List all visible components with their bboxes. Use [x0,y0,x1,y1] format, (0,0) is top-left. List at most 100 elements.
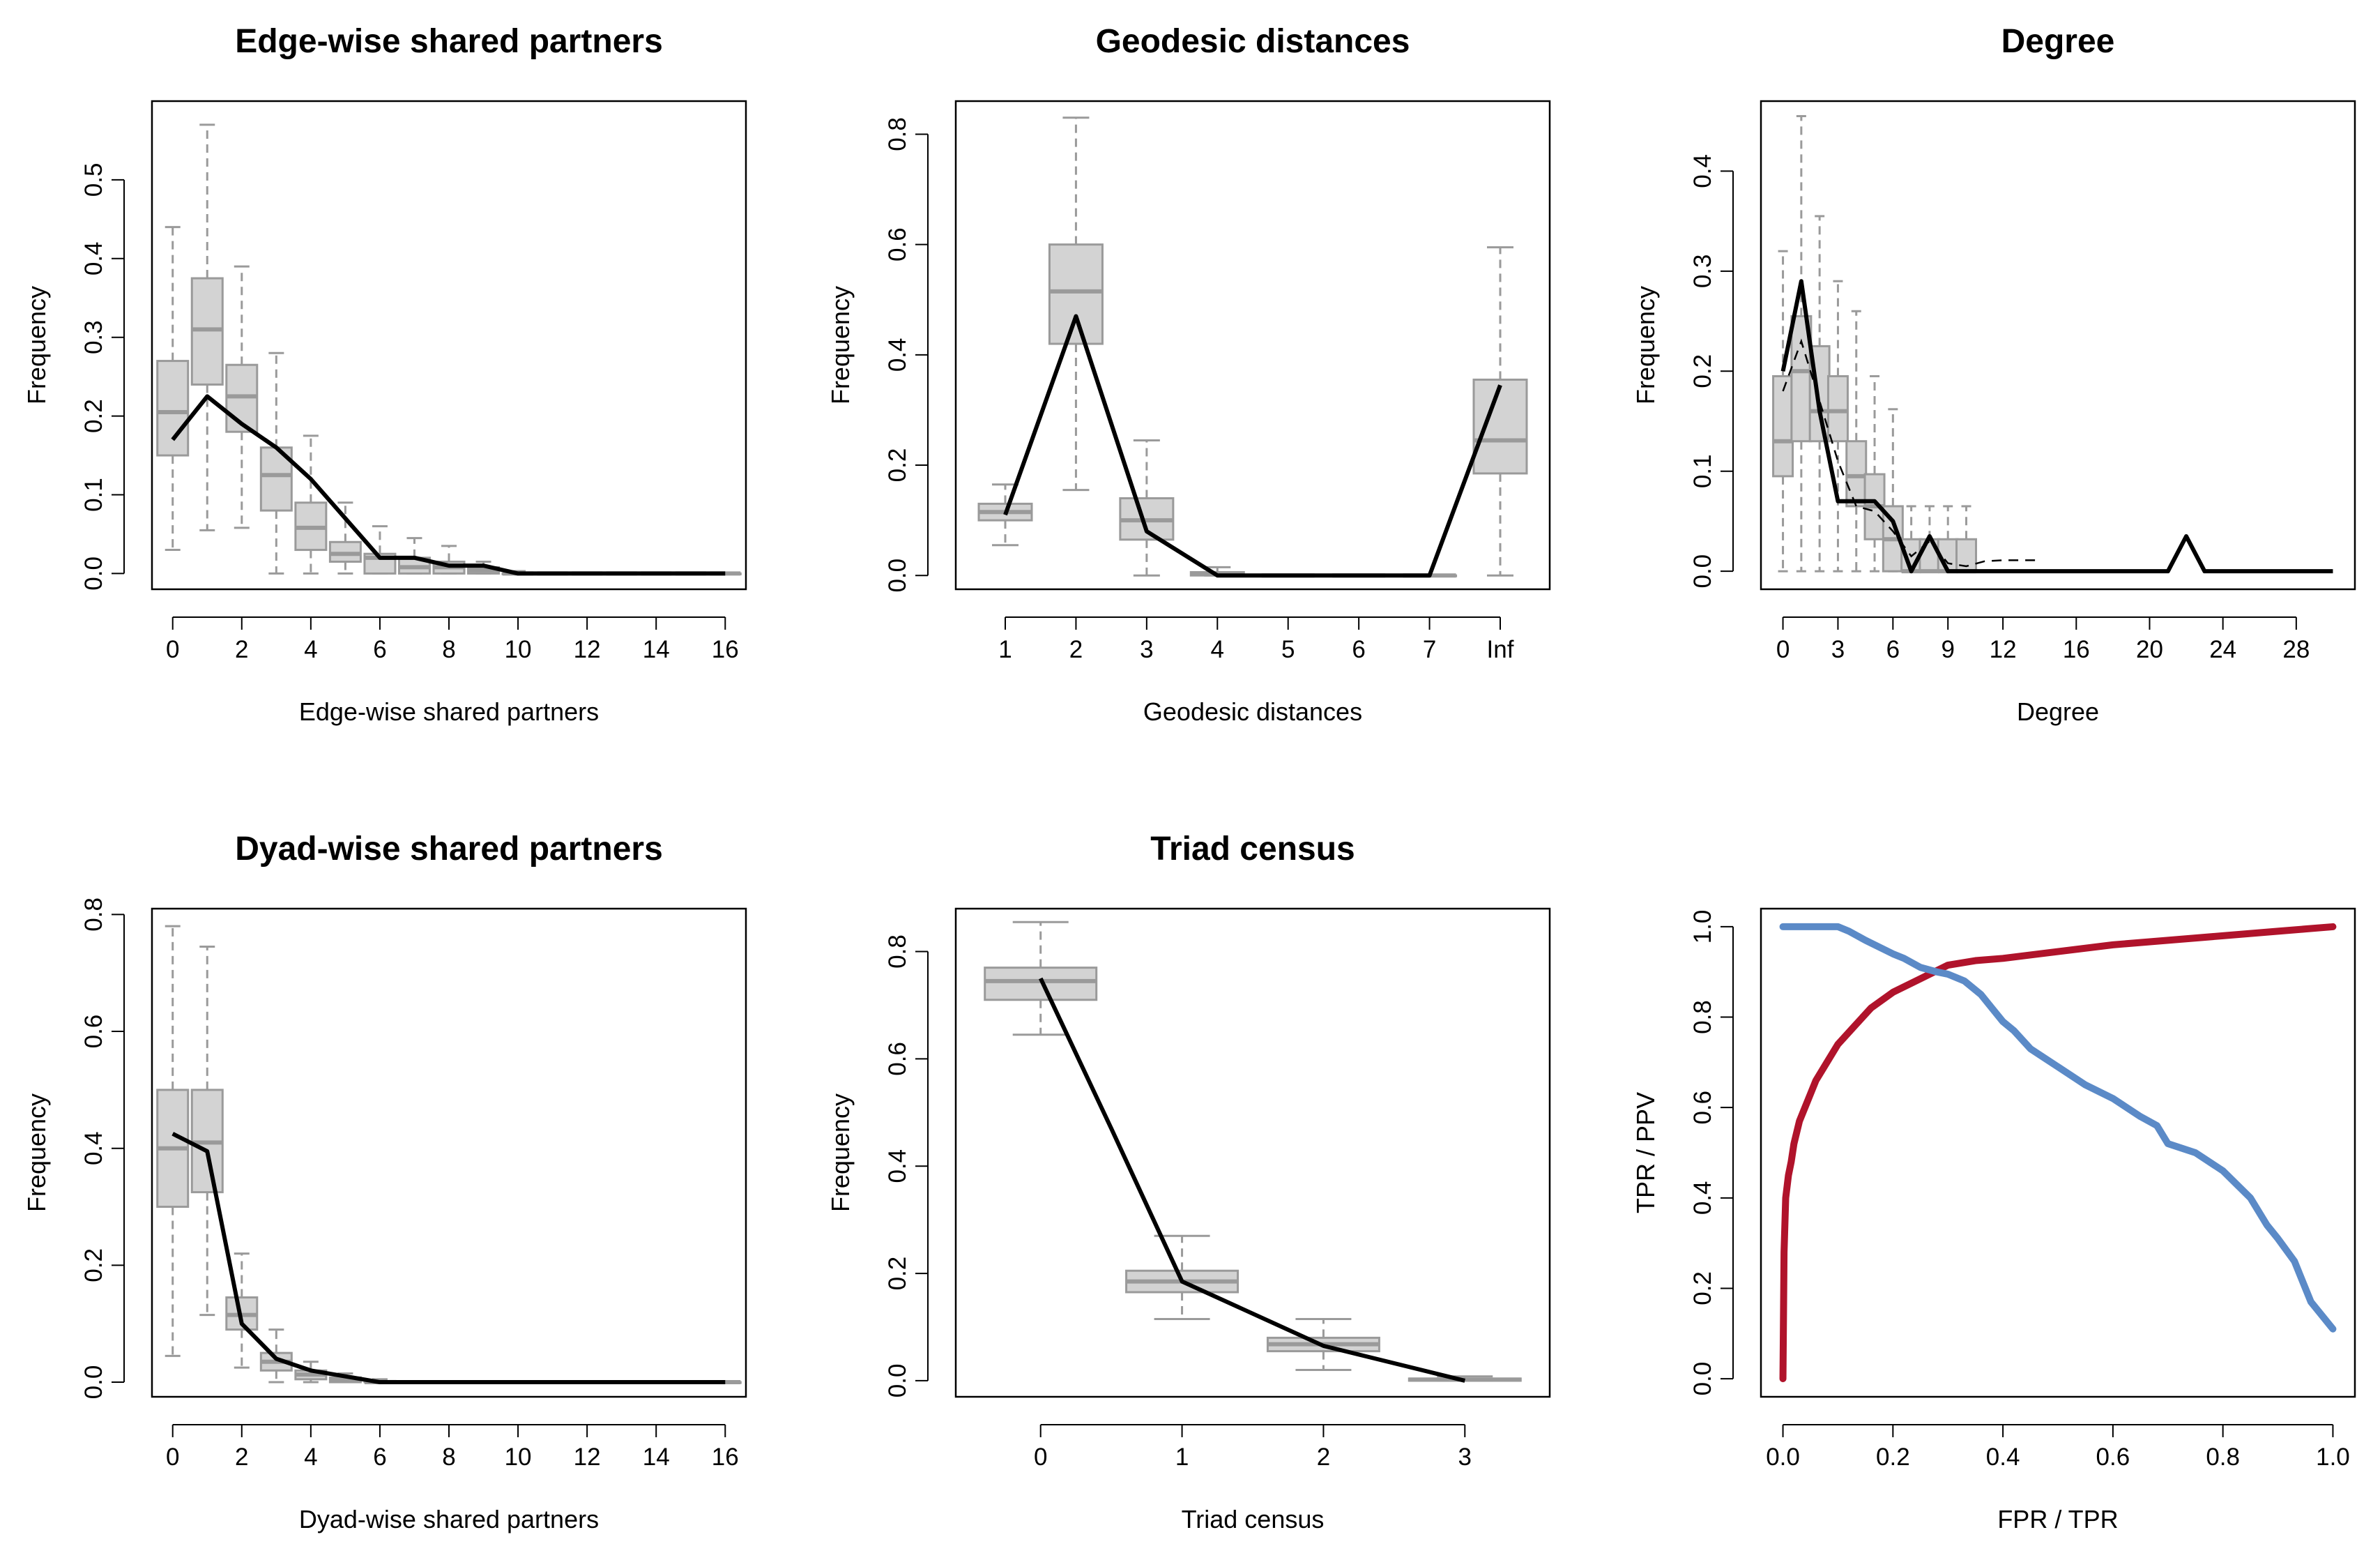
chart-title: Geodesic distances [1096,23,1410,60]
box-2 [225,265,259,529]
panel-roc: FPR / TPR TPR / PPV 0.0 0.2 0.4 0.6 0.8 1.0 0.0 0… [1631,907,2356,1533]
x-tick-label: 10 [505,636,532,663]
y-tick-label: 0.2 [1689,1271,1716,1305]
observed-line [171,394,726,576]
x-axis-label: Triad census [1182,1505,1325,1533]
y-tick-label: 0.0 [80,1365,107,1400]
x-tick-label: 24 [2209,636,2236,663]
box-8 [1472,246,1528,577]
x-tick-label: 9 [1941,636,1954,663]
x-tick-label: 0.6 [2096,1444,2130,1471]
x-tick-label: 12 [574,1444,601,1471]
x-tick-label: 0 [1034,1444,1047,1471]
y-tick-label: 0.6 [1689,1091,1716,1125]
x-tick-label: 7 [1423,636,1436,663]
x-tick-label: 2 [1069,636,1083,663]
x-tick-label: 4 [304,1444,317,1471]
iqr-box [1772,374,1794,478]
y-tick-label: 0.5 [80,163,107,197]
panel-esp: Edge-wise shared partners Edge-wise share… [22,23,747,726]
x-tick-label: 0.2 [1876,1444,1910,1471]
plot-area [1779,923,2337,1383]
y-axis-label: Frequency [22,1093,51,1212]
box-0 [156,925,190,1357]
x-axis-label: Degree [2017,697,2099,726]
iqr-box [1919,538,1941,573]
y-tick-label: 0.2 [80,399,107,433]
box-0 [1772,250,1794,573]
y-tick-label: 0.4 [80,1131,107,1165]
panel-deg: Degree Degree Frequency 0 3 6 9 12 16 20 24 28 0.0 0.… [1631,23,2356,726]
x-tick-label: 16 [2063,636,2090,663]
iqr-box [1826,374,1849,443]
box-3 [1826,280,1849,573]
x-axis-label: Edge-wise shared partners [299,697,599,726]
y-tick-label: 0.0 [884,1364,911,1398]
box-2 [1048,116,1104,492]
y-axis-label: Frequency [826,1093,855,1212]
y-tick-label: 0.2 [884,448,911,483]
box-2 [1808,215,1831,573]
y-tick-label: 0.3 [1689,255,1716,289]
x-tick-label: 8 [442,1444,455,1471]
y-tick-label: 0.3 [80,320,107,354]
iqr-box [1845,440,1868,508]
box-5 [1863,374,1886,573]
x-axis-label: Geodesic distances [1143,697,1362,726]
x-tick-label: 12 [1990,636,2017,663]
iqr-box [1472,378,1528,475]
y-tick-label: 0.0 [1689,554,1716,589]
plot-frame [151,907,747,1398]
y-axis-label: TPR / PPV [1631,1092,1660,1213]
plot-area [156,123,742,576]
x-tick-label: 6 [1352,636,1365,663]
y-tick-label: 0.4 [1689,1181,1716,1215]
x-tick-label: 16 [712,1444,739,1471]
x-tick-label: 4 [1211,636,1224,663]
x-tick-label: 2 [1317,1444,1330,1471]
x-tick-label: 16 [712,636,739,663]
x-tick-label: 6 [1886,636,1900,663]
plot-area [977,116,1528,578]
chart-title: Dyad-wise shared partners [235,831,663,868]
x-axis-label: Dyad-wise shared partners [299,1505,599,1533]
box-1 [190,123,224,531]
box-1 [190,945,224,1317]
box-0 [156,226,190,552]
y-tick-label: 0.1 [80,478,107,512]
y-tick-label: 0.6 [80,1015,107,1049]
series-line-0 [1779,923,2337,1383]
y-tick-label: 0.2 [1689,354,1716,388]
chart-title: Triad census [1150,831,1355,868]
plot-area [156,925,742,1385]
box-8 [432,545,466,575]
y-tick-label: 0.0 [1689,1362,1716,1396]
box-3 [1119,439,1175,577]
y-tick-label: 0.8 [884,117,911,151]
y-tick-label: 0.6 [884,1042,911,1076]
y-tick-label: 0.1 [1689,454,1716,488]
iqr-box [1790,315,1813,443]
x-tick-label: 12 [574,636,601,663]
series-line-1 [1779,923,2337,1333]
x-tick-label: 14 [643,1444,670,1471]
plot-frame [954,100,1551,591]
y-tick-label: 0.0 [884,559,911,593]
x-tick-label: 20 [2136,636,2163,663]
x-tick-label: 8 [442,636,455,663]
x-tick-label: 0.0 [1766,1444,1800,1471]
x-tick-label: 0.4 [1986,1444,2020,1471]
plot-frame [1760,907,2356,1398]
y-axis-label: Frequency [1631,286,1660,404]
box-6 [363,525,397,575]
observed-line [1039,977,1466,1383]
plot-area [1772,115,2333,574]
plot-area [984,921,1522,1383]
x-tick-label: 1 [1175,1444,1189,1471]
y-tick-label: 0.6 [884,227,911,262]
x-tick-label: 5 [1281,636,1295,663]
box-6 [1882,408,1904,573]
y-axis-label: Frequency [826,286,855,404]
observed-line [1780,279,2333,574]
